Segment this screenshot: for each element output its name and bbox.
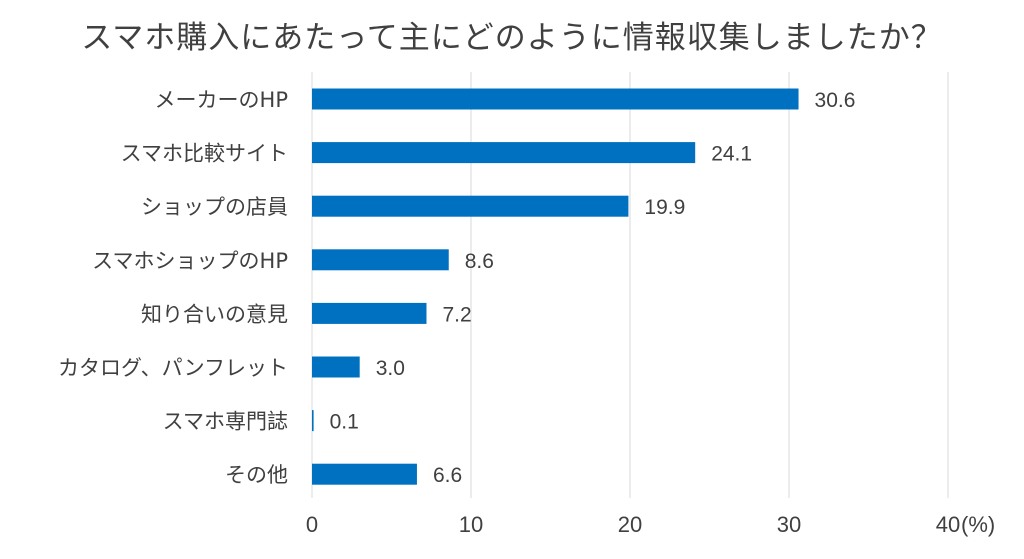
bar: [312, 142, 696, 164]
data-label: 24.1: [711, 143, 752, 166]
data-label: 8.6: [465, 250, 494, 273]
x-axis-unit: (%): [961, 512, 995, 537]
bar: [312, 249, 449, 271]
x-tick-label: 30: [777, 512, 801, 537]
x-tick-label: 20: [618, 512, 642, 537]
data-label: 30.6: [815, 89, 856, 112]
category-label: 知り合いの意見: [141, 302, 288, 326]
category-label: カタログ、パンフレット: [58, 356, 288, 380]
category-label: スマホ比較サイト: [121, 142, 288, 166]
bar: [312, 195, 629, 217]
category-label: ショップの店員: [141, 195, 288, 219]
data-label: 3.0: [376, 357, 405, 380]
category-label: メーカーのHP: [155, 88, 288, 112]
bar: [312, 410, 314, 432]
category-label: その他: [225, 463, 288, 487]
data-label: 19.9: [644, 196, 685, 219]
category-label: スマホ専門誌: [163, 410, 288, 434]
chart-title: スマホ購入にあたって主にどのように情報収集しましたか？: [81, 20, 943, 56]
bar: [312, 463, 417, 485]
data-label: 0.1: [330, 411, 359, 434]
data-label: 6.6: [433, 464, 462, 487]
x-tick-label: 40: [936, 512, 960, 537]
bar: [312, 302, 427, 324]
bar: [312, 356, 360, 378]
x-tick-label: 0: [306, 512, 318, 537]
category-label: スマホショップのHP: [92, 249, 288, 273]
bar: [312, 88, 799, 110]
data-label: 7.2: [442, 303, 471, 326]
x-tick-label: 10: [459, 512, 483, 537]
